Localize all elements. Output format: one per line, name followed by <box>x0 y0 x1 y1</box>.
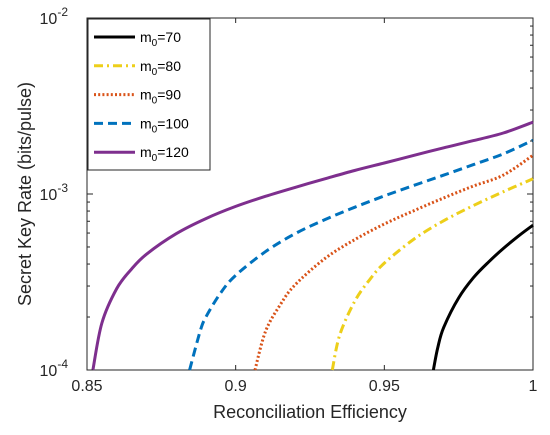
legend-entry: m0=120 <box>94 144 189 164</box>
legend-label: m0=80 <box>140 58 181 78</box>
legend-label: m0=120 <box>140 144 189 164</box>
legend-label: m0=70 <box>140 29 181 49</box>
y-axis-label: Secret Key Rate (bits/pulse) <box>15 82 35 306</box>
x-tick-label: 0.85 <box>71 378 102 395</box>
y-tick-label: 10-4 <box>40 357 69 380</box>
y-tick-label: 10-3 <box>40 181 69 204</box>
legend-entry: m0=100 <box>94 115 189 135</box>
series-line-80 <box>330 177 534 371</box>
legend: m0=70 m0=80 m0=90 m0=100 m0=120 <box>87 18 211 171</box>
x-axis-label: Reconciliation Efficiency <box>213 402 407 422</box>
legend-entry: m0=70 <box>94 29 181 49</box>
x-tick-label: 0.9 <box>225 378 247 395</box>
series-line-120 <box>91 120 534 371</box>
series-line-70 <box>431 223 534 371</box>
x-tick-label: 0.95 <box>369 378 400 395</box>
tick-labels-layer: 0.85 0.9 0.95 1 10-4 10-3 10-2 <box>40 5 538 395</box>
legend-entry: m0=80 <box>94 58 181 78</box>
y-tick-label: 10-2 <box>40 5 69 28</box>
series-line-90 <box>253 154 534 371</box>
legend-label: m0=90 <box>140 87 181 107</box>
series-layer <box>91 120 534 371</box>
legend-label: m0=100 <box>140 115 189 135</box>
legend-entry: m0=90 <box>94 87 181 107</box>
x-tick-label: 1 <box>529 378 538 395</box>
series-line-100 <box>188 138 534 371</box>
